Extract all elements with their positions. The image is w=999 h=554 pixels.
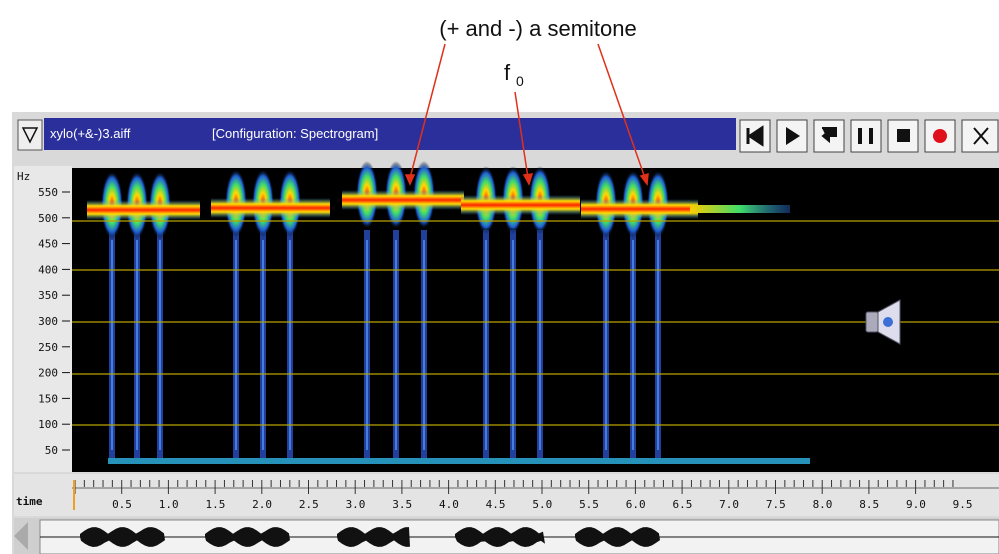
harmonic-core [657,240,659,450]
waveform-burst [575,527,660,547]
harmonic-core [485,240,487,450]
harmonic-core [632,240,634,450]
frequency-tick-label: 250 [38,341,58,354]
harmonic-core [423,240,425,450]
fundamental [211,198,330,218]
frequency-tick-label: 150 [38,392,58,405]
time-tick-label: 3.5 [392,498,412,511]
frequency-label: Hz [17,170,30,183]
icon [821,127,837,144]
waveform-burst [80,527,165,547]
frequency-tick-label: 100 [38,418,58,431]
time-tick-label: 8.0 [813,498,833,511]
frequency-tick-label: 350 [38,289,58,302]
harmonic-core [111,240,113,450]
harmonic-core [136,240,138,450]
harmonic-core [262,240,264,450]
time-tick-label: 2.0 [252,498,272,511]
title-bar [44,118,736,150]
time-tick-label: 1.0 [159,498,179,511]
floor-band [108,458,810,464]
harmonic-core [235,240,237,450]
time-tick-label: 5.0 [532,498,552,511]
waveform [80,527,660,547]
waveform-burst [205,527,290,547]
annotation-sub: 0 [516,73,524,89]
frequency-tick-label: 200 [38,367,58,380]
harmonic-core [605,240,607,450]
harmonic-core [539,240,541,450]
time-tick-label: 4.5 [486,498,506,511]
time-tick-label: 5.5 [579,498,599,511]
annotation-f: f [504,60,511,85]
frequency-tick-label: 400 [38,263,58,276]
frequency-tick-label: 50 [45,444,58,457]
fundamental [461,195,580,215]
icon [786,127,800,145]
pause-button[interactable] [850,119,882,153]
harmonic-core [289,240,291,450]
icon [897,129,910,142]
fundamental [581,199,698,219]
file-name: xylo(+&-)3.aiff [50,126,131,141]
time-tick-label: 7.5 [766,498,786,511]
frequency-tick-label: 450 [38,238,58,251]
scroll-left[interactable] [14,522,28,550]
time-tick-label: 4.0 [439,498,459,511]
frequency-tick-label: 500 [38,212,58,225]
time-label: time [16,495,43,508]
playhead [73,480,75,510]
fundamental [87,200,200,220]
icon [858,128,873,144]
frequency-tick-label: 550 [38,186,58,199]
menu-button[interactable] [17,119,43,151]
speaker-icon[interactable] [865,299,901,345]
configuration: [Configuration: Spectrogram] [212,126,378,141]
harmonic-core [395,240,397,450]
time-tick-label: 2.5 [299,498,319,511]
fundamental [342,190,464,210]
arrows [404,43,649,186]
time-tick-label: 6.0 [626,498,646,511]
waveform-burst [455,527,545,547]
time-tick-label: 3.0 [346,498,366,511]
time-tick-label: 8.5 [859,498,879,511]
time-tick-label: 9.5 [953,498,973,511]
time-tick-label: 9.0 [906,498,926,511]
time-tick-label: 7.0 [719,498,739,511]
harmonic-core [159,240,161,450]
frequency-tick-label: 300 [38,315,58,328]
decay-tail [690,205,790,213]
icon [933,129,947,143]
menu-icon [21,127,39,144]
time-tick-label: 0.5 [112,498,132,511]
annotation: (+ and -) a semitone [439,16,636,41]
harmonic-core [366,240,368,450]
harmonic-core [512,240,514,450]
spectrogram-content [72,161,999,464]
axis-pane [14,166,72,472]
close-button[interactable] [961,119,999,153]
transport [739,119,999,153]
waveform-burst [337,527,410,547]
time-tick-label: 6.5 [672,498,692,511]
time-tick-label: 1.5 [205,498,225,511]
icon [746,125,764,147]
icon [973,127,989,145]
